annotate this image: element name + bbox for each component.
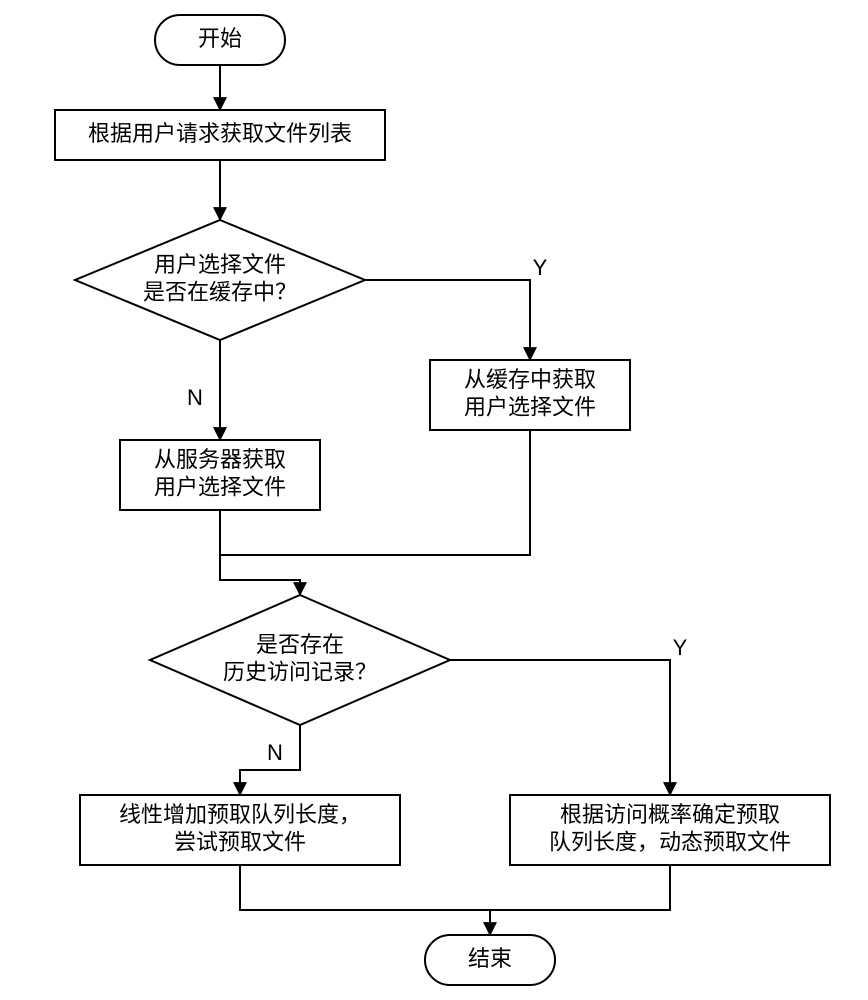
svg-text:用户选择文件: 用户选择文件 xyxy=(464,395,596,420)
svg-text:队列长度，动态预取文件: 队列长度，动态预取文件 xyxy=(549,830,791,855)
svg-text:尝试预取文件: 尝试预取文件 xyxy=(174,830,306,855)
svg-text:开始: 开始 xyxy=(198,26,242,51)
svg-text:根据访问概率确定预取: 根据访问概率确定预取 xyxy=(560,802,780,827)
edge-label: N xyxy=(267,740,283,765)
svg-text:是否在缓存中？: 是否在缓存中？ xyxy=(143,280,297,305)
svg-text:线性增加预取队列长度，: 线性增加预取队列长度， xyxy=(119,802,361,827)
svg-text:结束: 结束 xyxy=(468,946,512,971)
svg-text:历史访问记录？: 历史访问记录？ xyxy=(223,660,377,685)
svg-text:是否存在: 是否存在 xyxy=(256,632,344,657)
flow-edge xyxy=(240,865,670,910)
flow-edge xyxy=(365,280,530,360)
flow-edge xyxy=(220,510,300,595)
flowchart-canvas: YNYN开始根据用户请求获取文件列表用户选择文件是否在缓存中？从缓存中获取用户选… xyxy=(0,0,868,1000)
svg-text:用户选择文件: 用户选择文件 xyxy=(154,475,286,500)
edge-label: Y xyxy=(533,255,548,280)
edge-label: N xyxy=(187,385,203,410)
svg-text:从缓存中获取: 从缓存中获取 xyxy=(464,367,596,392)
flow-edge xyxy=(450,660,670,795)
svg-text:根据用户请求获取文件列表: 根据用户请求获取文件列表 xyxy=(88,121,352,146)
svg-text:用户选择文件: 用户选择文件 xyxy=(154,252,286,277)
edge-label: Y xyxy=(673,635,688,660)
svg-text:从服务器获取: 从服务器获取 xyxy=(154,447,286,472)
